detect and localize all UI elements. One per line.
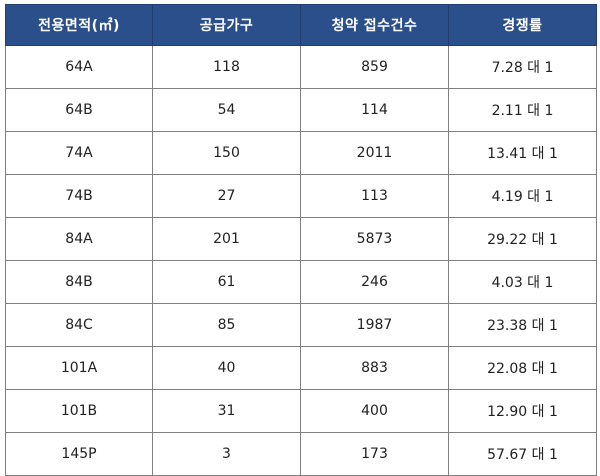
cell-area: 84C: [5, 303, 153, 347]
cell-competition-rate: 22.08 대 1: [448, 346, 597, 390]
table-row: 84B 61 246 4.03 대 1: [5, 260, 597, 304]
cell-supply-units: 54: [152, 88, 301, 132]
cell-area: 74B: [5, 174, 153, 218]
cell-supply-units: 201: [152, 217, 301, 261]
cell-supply-units: 31: [152, 389, 301, 433]
cell-applications: 2011: [300, 131, 449, 175]
table-row: 74A 150 2011 13.41 대 1: [5, 131, 597, 175]
cell-applications: 400: [300, 389, 449, 433]
cell-area: 101B: [5, 389, 153, 433]
cell-applications: 1987: [300, 303, 449, 347]
cell-area: 84B: [5, 260, 153, 304]
table-row: 74B 27 113 4.19 대 1: [5, 174, 597, 218]
cell-competition-rate: 2.11 대 1: [448, 88, 597, 132]
cell-supply-units: 40: [152, 346, 301, 390]
cell-supply-units: 27: [152, 174, 301, 218]
competition-rate-table-container: 전용면적(㎡) 공급가구 청약 접수건수 경쟁률 64A 118 859 7.2…: [5, 4, 597, 476]
cell-area: 64A: [5, 45, 153, 89]
header-applications: 청약 접수건수: [300, 4, 449, 46]
cell-competition-rate: 13.41 대 1: [448, 131, 597, 175]
cell-applications: 113: [300, 174, 449, 218]
cell-supply-units: 3: [152, 432, 301, 476]
table-row: 101B 31 400 12.90 대 1: [5, 389, 597, 433]
cell-area: 84A: [5, 217, 153, 261]
cell-competition-rate: 23.38 대 1: [448, 303, 597, 347]
table-header: 전용면적(㎡) 공급가구 청약 접수건수 경쟁률: [5, 4, 597, 46]
table-row: 101A 40 883 22.08 대 1: [5, 346, 597, 390]
table-row: 84C 85 1987 23.38 대 1: [5, 303, 597, 347]
table-body: 64A 118 859 7.28 대 1 64B 54 114 2.11 대 1…: [5, 45, 597, 476]
cell-applications: 114: [300, 88, 449, 132]
header-competition-rate: 경쟁률: [448, 4, 597, 46]
table-row: 145P 3 173 57.67 대 1: [5, 432, 597, 476]
header-supply-units: 공급가구: [152, 4, 301, 46]
cell-applications: 859: [300, 45, 449, 89]
cell-area: 101A: [5, 346, 153, 390]
cell-supply-units: 85: [152, 303, 301, 347]
cell-area: 145P: [5, 432, 153, 476]
cell-competition-rate: 29.22 대 1: [448, 217, 597, 261]
competition-rate-table: 전용면적(㎡) 공급가구 청약 접수건수 경쟁률 64A 118 859 7.2…: [5, 4, 597, 476]
table-row: 64A 118 859 7.28 대 1: [5, 45, 597, 89]
header-area: 전용면적(㎡): [5, 4, 153, 46]
cell-applications: 5873: [300, 217, 449, 261]
cell-area: 64B: [5, 88, 153, 132]
cell-applications: 883: [300, 346, 449, 390]
cell-competition-rate: 7.28 대 1: [448, 45, 597, 89]
cell-supply-units: 61: [152, 260, 301, 304]
header-row: 전용면적(㎡) 공급가구 청약 접수건수 경쟁률: [5, 4, 597, 46]
cell-competition-rate: 4.03 대 1: [448, 260, 597, 304]
cell-applications: 246: [300, 260, 449, 304]
cell-competition-rate: 4.19 대 1: [448, 174, 597, 218]
table-row: 84A 201 5873 29.22 대 1: [5, 217, 597, 261]
cell-competition-rate: 57.67 대 1: [448, 432, 597, 476]
table-row: 64B 54 114 2.11 대 1: [5, 88, 597, 132]
cell-applications: 173: [300, 432, 449, 476]
cell-competition-rate: 12.90 대 1: [448, 389, 597, 433]
cell-supply-units: 150: [152, 131, 301, 175]
cell-supply-units: 118: [152, 45, 301, 89]
cell-area: 74A: [5, 131, 153, 175]
